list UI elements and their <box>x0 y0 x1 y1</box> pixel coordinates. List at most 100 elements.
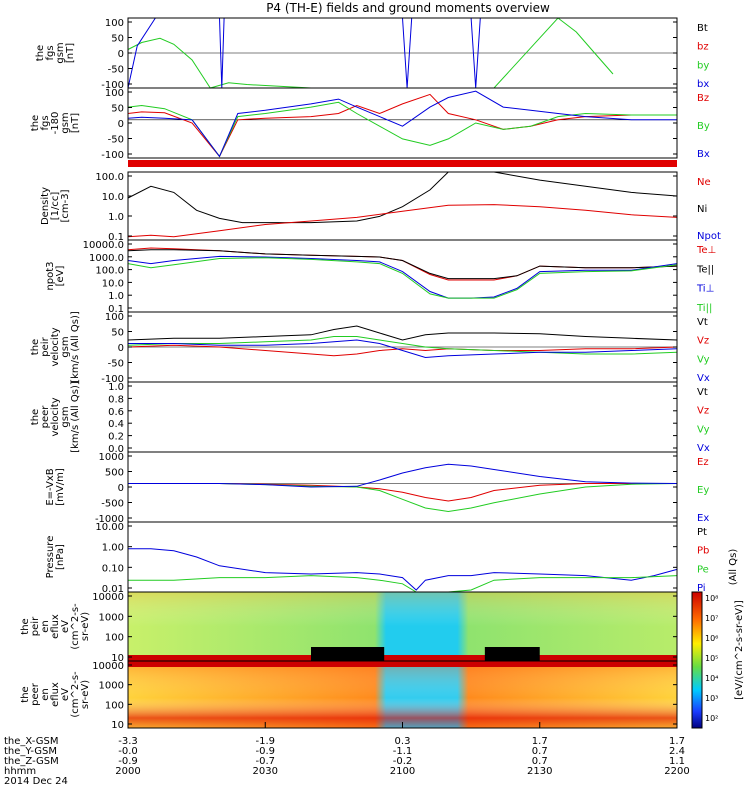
legend-entry: by <box>697 60 709 71</box>
x-tick-label: 0.3 <box>395 736 411 747</box>
y-tick-label: 0.1 <box>108 304 124 315</box>
y-axis-label: -180 <box>50 112 61 135</box>
series-fgs_dsl-Bx <box>127 90 677 158</box>
y-tick-label: 0.8 <box>108 394 124 405</box>
x-row-label: the_Y-GSM <box>4 746 57 757</box>
panel-border <box>127 451 678 523</box>
y-axis-label: gsm <box>60 112 71 133</box>
legend-entry: Ti⊥ <box>696 284 714 295</box>
y-tick-label: -500 <box>101 499 124 510</box>
series-temperature-Te|| <box>127 249 678 280</box>
series-density-Ni <box>127 171 678 224</box>
series-peir_velocity-Vy <box>127 336 678 355</box>
y-axis-label: the <box>30 115 41 131</box>
colorbar-tick-label: 10⁸ <box>705 594 718 603</box>
legend-entry: Vx <box>697 443 710 454</box>
y-axis-label: Density <box>40 187 51 225</box>
spectrogram-low-band <box>128 655 677 661</box>
y-tick-label: 0.1 <box>108 232 124 243</box>
panel-peir_velocity: 100 50 0 -50 -100 the peir velocity gsm [km/s (Al… <box>30 311 710 385</box>
y-tick-label: -50 <box>108 135 124 146</box>
y-tick-label: 0 <box>118 49 124 60</box>
x-tick-label: -0.7 <box>255 756 275 767</box>
series-peir_velocity-Vz <box>127 344 678 357</box>
y-tick-label: 10.0 <box>102 278 124 289</box>
panel-border <box>127 381 678 453</box>
series-fgs-by <box>127 17 614 89</box>
y-tick-label: 1.00 <box>102 543 124 554</box>
legend-entry: Bx <box>697 149 710 160</box>
y-tick-label: 100 <box>105 700 124 711</box>
spectrogram-shading <box>128 592 677 661</box>
y-tick-label: 100 <box>105 18 124 29</box>
series-temperature-Ti⊥ <box>127 255 678 299</box>
legend-entry: Vz <box>697 406 709 417</box>
y-tick-label: 500 <box>105 468 124 479</box>
colorbar-tick-label: 10³ <box>705 694 718 703</box>
y-axis-label: [nT] <box>65 43 76 63</box>
y-tick-label: 0 <box>118 119 124 130</box>
y-tick-label: 0.2 <box>108 432 124 443</box>
y-axis-label: sr-eV) <box>80 680 91 709</box>
y-tick-label: 0.10 <box>102 563 124 574</box>
series-efield-Ex <box>128 463 678 488</box>
series-density-Ne <box>127 204 678 238</box>
legend-entry: Pb <box>697 546 709 557</box>
panel-border <box>127 521 678 593</box>
legend-entry: Te⊥ <box>696 245 716 256</box>
y-tick-label: 10000.0 <box>83 240 124 251</box>
x-tick-label: 0.7 <box>532 756 548 767</box>
spectrogram-dark-patch <box>311 647 385 661</box>
legend-entry: Ti|| <box>696 303 712 314</box>
y-tick-label: 100.0 <box>95 172 124 183</box>
y-axis-label: eV <box>60 620 71 633</box>
series-peir_velocity-Vt <box>127 325 678 341</box>
colorbar-tick-label: 10² <box>705 714 718 723</box>
x-tick-label: -3.3 <box>118 736 138 747</box>
side-label: (All Qs) <box>728 549 739 586</box>
x-tick-label: 2200 <box>664 766 689 777</box>
y-axis-label: [nT] <box>70 113 81 133</box>
series-temperature-Ti|| <box>127 257 678 299</box>
colorbar-scale <box>691 591 703 729</box>
y-tick-label: 10000 <box>92 661 124 672</box>
series-pressure-Pi <box>128 548 678 591</box>
y-axis-label: fgs <box>40 115 51 130</box>
x-tick-label: 1.7 <box>532 736 548 747</box>
legend-entry: Pe <box>697 564 709 575</box>
y-tick-label: 0.01 <box>102 584 124 595</box>
y-axis-label: gsm <box>60 336 71 357</box>
y-axis-label: peer <box>30 682 41 706</box>
y-axis-label: the <box>35 45 46 61</box>
panel-fgs: 100 50 0 -50 -100 the fgs gsm [nT] Bt bz by bx <box>35 17 709 91</box>
legend-entry: Npot <box>697 231 721 242</box>
legend-entry: Vt <box>697 387 708 398</box>
panel-border <box>127 87 678 159</box>
panel-density: 100.0 10.0 1.0 0.1 Density [1/cc] [cm-3] Ne Ni Np… <box>40 171 721 243</box>
y-axis-label: [1/cc] <box>50 192 61 221</box>
colorbar-tick-label: 10⁶ <box>705 634 718 643</box>
panel-efield: 1000 500 0 -500 -1000 E=-VxB [mV/m] Ez Ey Ex <box>45 451 709 525</box>
y-axis-label: the <box>30 409 41 425</box>
y-tick-label: 0.0 <box>108 444 124 455</box>
y-axis-label: (cm^2-s- <box>70 603 81 650</box>
legend-entry: Vy <box>697 354 710 365</box>
x-tick-label: 0.7 <box>532 746 548 757</box>
x-tick-label: -1.1 <box>393 746 413 757</box>
series-temperature-Te⊥ <box>127 247 678 281</box>
y-axis-label: velocity <box>50 327 61 366</box>
time-axis: -3.3-0.0-0.92000-1.9-0.9-0.720300.3-1.1-… <box>4 722 690 787</box>
x-tick-label: -1.9 <box>255 736 275 747</box>
series-peir_velocity-Vx <box>128 339 678 359</box>
x-tick-label: -0.9 <box>118 756 138 767</box>
legend-entry: Bz <box>697 93 709 104</box>
legend-entry: Bt <box>697 23 708 34</box>
colorbar-tick-label: 10⁴ <box>705 674 718 683</box>
colorbar-tick-label: 10⁵ <box>705 654 718 663</box>
legend-entry: Ni <box>697 204 707 215</box>
legend-entry: Pi <box>697 583 706 594</box>
y-tick-label: 10 <box>111 653 124 664</box>
y-tick-label: 50 <box>111 104 124 115</box>
series-efield-Ey <box>128 483 678 513</box>
